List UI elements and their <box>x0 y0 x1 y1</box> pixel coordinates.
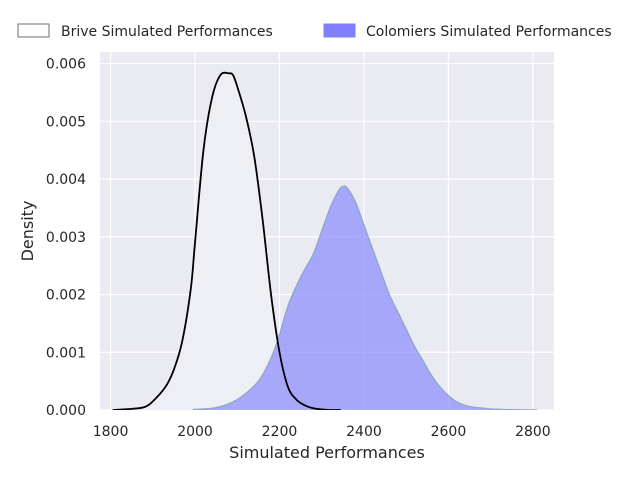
y-axis-label: Density <box>18 201 37 262</box>
y-tick-label: 0.006 <box>46 57 86 73</box>
brive-line <box>112 71 341 410</box>
x-axis-label: Simulated Performances <box>229 443 425 462</box>
y-tick-label: 0.004 <box>46 172 86 188</box>
x-tick-label: 2800 <box>515 424 551 440</box>
colomiers-line <box>192 185 538 410</box>
y-tick-label: 0.005 <box>46 114 86 130</box>
x-tick-label: 2400 <box>346 424 382 440</box>
brive-area <box>112 72 341 410</box>
y-tick-label: 0.002 <box>46 288 86 304</box>
legend-label-colomiers: Colomiers Simulated Performances <box>366 24 612 40</box>
y-axis-ticks: 0.000 0.001 0.002 0.003 0.004 0.005 0.006 <box>46 57 86 419</box>
x-tick-label: 2200 <box>262 424 298 440</box>
x-tick-label: 2000 <box>177 424 213 440</box>
legend: Brive Simulated Performances Colomiers Si… <box>17 23 612 40</box>
series-group <box>112 71 538 410</box>
legend-swatch-brive <box>17 23 50 38</box>
legend-swatch-colomiers <box>323 23 356 38</box>
x-tick-label: 1800 <box>93 424 129 440</box>
legend-label-brive: Brive Simulated Performances <box>61 24 273 40</box>
plot-background <box>100 52 554 410</box>
y-tick-label: 0.001 <box>46 345 86 361</box>
x-axis-ticks: 1800 2000 2200 2400 2600 2800 <box>93 424 551 440</box>
y-tick-label: 0.003 <box>46 230 86 246</box>
x-tick-label: 2600 <box>431 424 467 440</box>
grid <box>100 52 554 411</box>
y-tick-label: 0.000 <box>46 403 86 419</box>
